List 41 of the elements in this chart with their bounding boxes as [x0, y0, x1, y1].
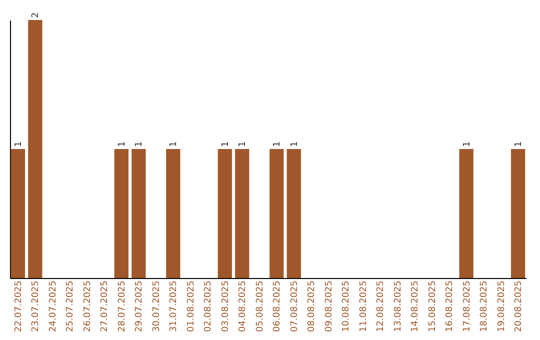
- data-label: 1: [514, 141, 524, 147]
- x-tick-label: 28.07.2025: [117, 280, 128, 332]
- x-tick-label: 18.08.2025: [480, 280, 490, 332]
- data-label: 1: [462, 141, 472, 147]
- x-tick-label: 12.08.2025: [376, 280, 386, 332]
- x-tick-label: 04.08.2025: [238, 280, 248, 332]
- data-label: 1: [134, 141, 145, 147]
- x-tick-label: 27.07.2025: [100, 280, 110, 332]
- data-label: 2: [31, 12, 42, 18]
- x-tick-label: 10.08.2025: [342, 280, 352, 332]
- x-tick-label: 14.08.2025: [410, 280, 421, 332]
- x-tick-label: 22.07.2025: [14, 280, 24, 332]
- x-tick-label: 24.07.2025: [48, 280, 58, 332]
- x-tick-label: 30.07.2025: [152, 280, 162, 332]
- data-label: 1: [220, 141, 231, 147]
- x-tick-label: 03.08.2025: [220, 280, 231, 332]
- data-label: 1: [169, 141, 180, 147]
- data-label: 1: [272, 141, 283, 147]
- x-tick-label: 26.07.2025: [82, 280, 93, 332]
- x-tick-label: 06.08.2025: [272, 280, 283, 332]
- x-tick-label: 02.08.2025: [204, 280, 214, 332]
- x-tick-label: 31.07.2025: [169, 280, 180, 332]
- x-tick-label: 09.08.2025: [324, 280, 334, 332]
- x-tick-label: 16.08.2025: [445, 280, 456, 332]
- x-tick-label: 19.08.2025: [496, 280, 507, 332]
- x-tick-label: 23.07.2025: [31, 280, 42, 332]
- data-label: 1: [238, 141, 248, 147]
- data-label: 1: [290, 141, 300, 147]
- x-tick-label: 20.08.2025: [514, 280, 524, 332]
- x-tick-label: 05.08.2025: [255, 280, 266, 332]
- x-tick-label: 07.08.2025: [290, 280, 300, 332]
- x-tick-label: 11.08.2025: [358, 280, 369, 332]
- data-label: 1: [117, 141, 128, 147]
- x-tick-label: 08.08.2025: [307, 280, 318, 332]
- x-tick-label: 15.08.2025: [428, 280, 438, 332]
- x-tick-label: 17.08.2025: [462, 280, 472, 332]
- x-tick-label: 29.07.2025: [134, 280, 145, 332]
- x-tick-label: 01.08.2025: [186, 280, 196, 332]
- x-tick-label: 25.07.2025: [66, 280, 76, 332]
- x-tick-label: 13.08.2025: [393, 280, 404, 332]
- data-label: 1: [14, 141, 24, 147]
